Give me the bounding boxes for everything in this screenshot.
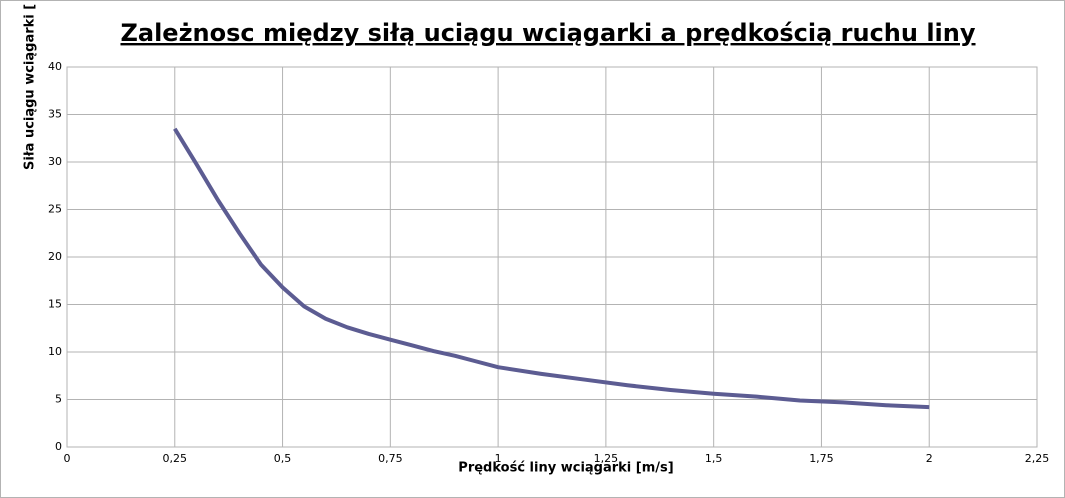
chart-title: Zależnosc między siłą uciągu wciągarki a… [120,19,975,47]
y-tick-label: 15 [48,298,62,311]
y-tick-label: 5 [55,393,62,406]
x-tick-label: 1,5 [705,452,723,465]
x-tick-label: 2 [926,452,933,465]
x-tick-label: 1 [495,452,502,465]
x-tick-label: 0,25 [163,452,188,465]
y-tick-label: 35 [48,108,62,121]
y-tick-label: 40 [48,60,62,73]
x-tick-label: 0,5 [274,452,292,465]
x-tick-label: 2,25 [1025,452,1050,465]
x-tick-label: 1,75 [809,452,834,465]
x-tick-label: 0,75 [378,452,403,465]
y-axis-label: Siła uciągu wciągarki [ [23,4,38,170]
y-tick-label: 20 [48,250,62,263]
x-tick-label: 1,25 [594,452,619,465]
plot-border [66,66,1038,448]
data-line [173,127,930,410]
y-tick-label: 0 [55,440,62,453]
x-axis-label: Prędkość liny wciągarki [m/s] [458,461,673,476]
y-tick-label: 10 [48,345,62,358]
x-tick-label: 0 [64,452,71,465]
y-tick-label: 30 [48,155,62,168]
y-tick-label: 25 [48,203,62,216]
